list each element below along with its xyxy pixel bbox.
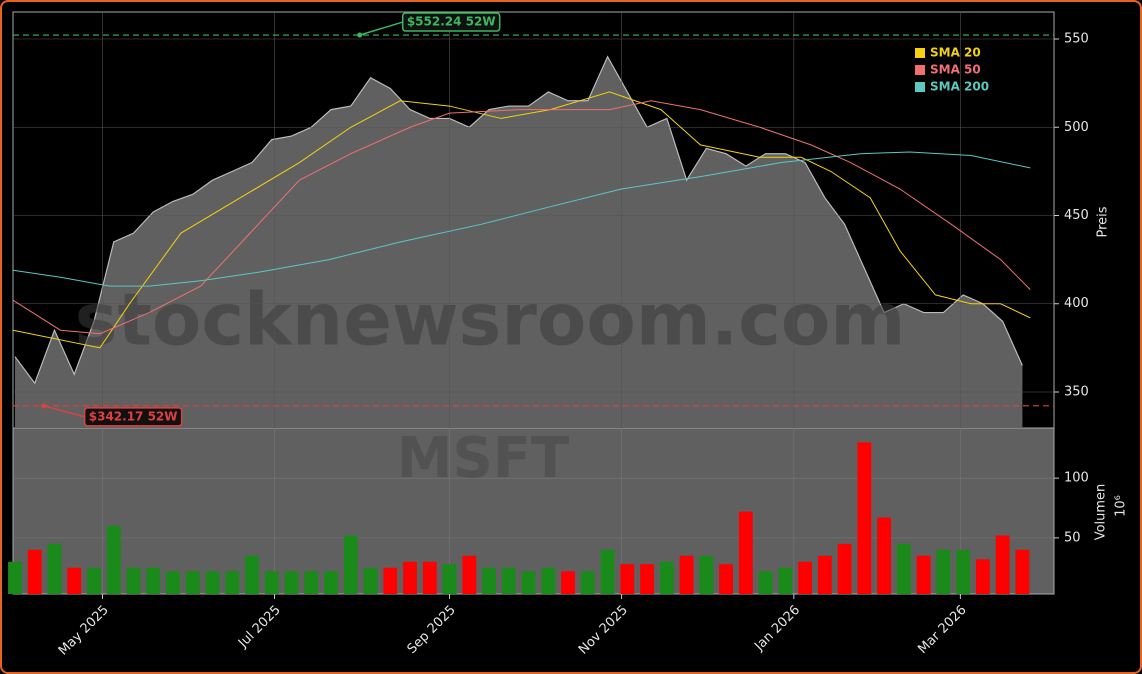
x-tick-label: May 2025 — [56, 603, 112, 659]
arrow-head — [41, 403, 47, 409]
watermark-title: MSFT — [397, 426, 570, 491]
volume-bar — [403, 561, 417, 594]
x-tick-label: Sep 2025 — [405, 603, 459, 657]
volume-bar — [87, 567, 101, 594]
volume-bar — [8, 561, 22, 594]
annotation-label: $342.17 52W — [89, 409, 178, 423]
sma-line — [12, 100, 1031, 335]
volume-bar — [284, 571, 299, 594]
legend-swatch — [915, 48, 925, 58]
volume-bar — [205, 571, 220, 594]
volume-bar — [659, 561, 674, 594]
volume-bar — [936, 549, 951, 594]
volume-bar — [699, 555, 714, 594]
sma-line — [12, 91, 1031, 349]
volume-bar — [877, 517, 892, 594]
y-tick-label: 500 — [1064, 120, 1089, 135]
legend-label: SMA 200 — [930, 80, 989, 94]
volume-bar — [798, 561, 813, 594]
volume-bar — [1015, 549, 1030, 594]
volume-bar — [620, 564, 635, 594]
volume-bar — [422, 561, 437, 594]
volume-bar — [541, 567, 556, 594]
volume-bar — [778, 567, 793, 594]
y-tick-label: 350 — [1064, 384, 1089, 399]
volume-bar — [304, 571, 319, 594]
volume-bar — [738, 511, 753, 594]
annotation-box — [401, 12, 501, 32]
volume-bar — [561, 571, 575, 594]
volume-bar — [27, 549, 42, 594]
y-tick-label: 50 — [1064, 530, 1081, 545]
volume-bar — [126, 567, 141, 594]
volume-bar — [758, 571, 773, 594]
volume-bar — [166, 571, 180, 594]
volume-bar — [857, 442, 872, 594]
volume-bar — [580, 571, 595, 594]
volume-bar — [185, 571, 200, 594]
volume-bar — [106, 525, 121, 594]
volume-bar — [956, 549, 971, 594]
volume-bar — [817, 555, 832, 594]
y-axis-label: Volumen — [1094, 484, 1109, 541]
volume-bar — [264, 571, 279, 594]
volume-bar — [640, 564, 654, 594]
volume-bar — [47, 543, 62, 594]
volume-bar — [896, 543, 911, 594]
volume-bar — [521, 571, 536, 594]
volume-bar — [343, 535, 358, 594]
annotation-arrow — [359, 21, 403, 36]
y-tick-label: 100 — [1064, 471, 1089, 486]
legend-swatch — [915, 82, 925, 92]
annotation-label: $552.24 52W — [407, 15, 496, 29]
volume-bar — [837, 543, 852, 594]
annotation-arrow — [43, 405, 85, 418]
arrow-head — [357, 32, 363, 38]
volume-bar — [600, 549, 615, 594]
x-tick-label: Jan 2026 — [751, 603, 803, 655]
volume-bar — [995, 535, 1010, 594]
volume-bar — [462, 555, 477, 594]
price-line — [14, 55, 1023, 385]
volume-bar — [501, 567, 516, 594]
x-tick-label: Jul 2025 — [235, 603, 284, 652]
y-axis-label: Preis — [1096, 206, 1111, 237]
legend-swatch — [915, 65, 925, 75]
volume-bar — [916, 555, 931, 594]
volume-bar — [679, 555, 694, 594]
volume-bar — [975, 559, 990, 594]
volume-bar — [67, 567, 82, 594]
volume-bar — [383, 567, 398, 594]
volume-bar — [245, 555, 259, 594]
volume-bar — [442, 564, 457, 594]
watermark: stocknewsroom.com — [75, 278, 906, 362]
x-tick-label: Nov 2025 — [576, 603, 631, 658]
volume-bar — [719, 564, 734, 594]
volume-bar — [482, 567, 496, 594]
x-tick-label: Mar 2026 — [915, 603, 969, 657]
price-area — [14, 56, 1023, 428]
y-tick-label: 550 — [1064, 32, 1089, 47]
volume-bar — [324, 571, 338, 594]
volume-bar — [363, 567, 378, 594]
y-axis-unit: 10⁶ — [1114, 495, 1129, 517]
volume-bar — [225, 571, 240, 594]
legend-label: SMA 20 — [930, 46, 981, 60]
sma-line — [12, 151, 1031, 287]
y-tick-label: 400 — [1064, 296, 1089, 311]
annotation-box — [83, 407, 183, 427]
legend-label: SMA 50 — [930, 63, 981, 77]
volume-bar — [146, 567, 161, 594]
y-tick-label: 450 — [1064, 208, 1089, 223]
